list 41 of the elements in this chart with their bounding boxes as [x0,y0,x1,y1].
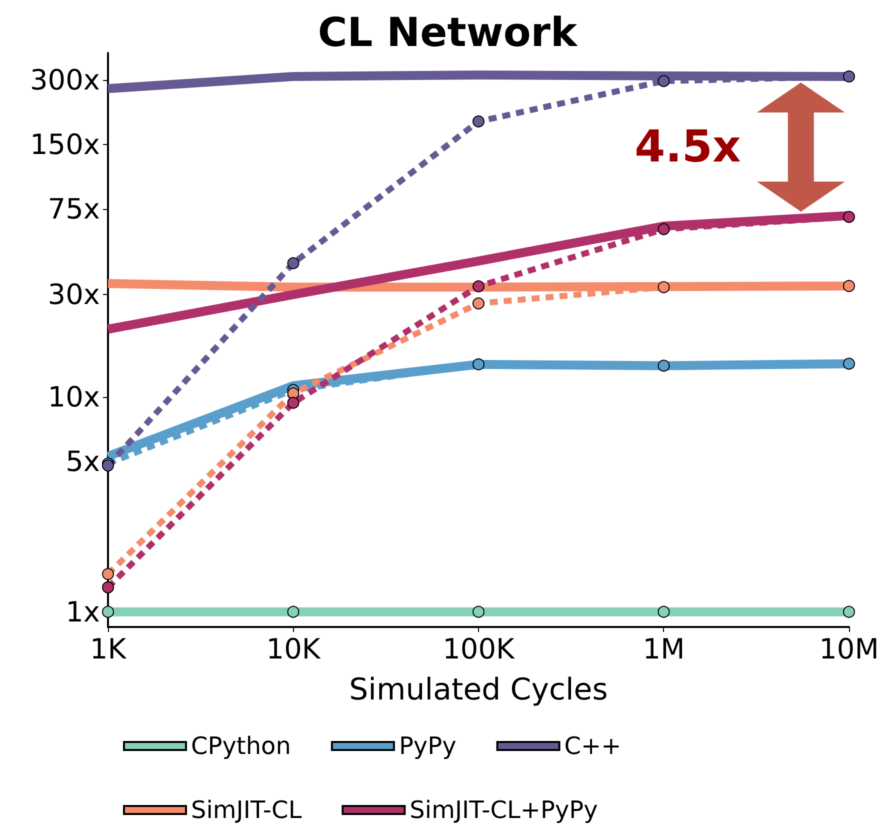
legend-label: SimJIT-CL [191,796,302,824]
point [658,360,670,372]
x-tick-label: 1K [90,632,127,666]
point [102,568,114,580]
point [658,281,670,294]
legend-label: CPython [191,732,291,760]
point [102,581,114,594]
y-tick-label: 300x [30,63,100,96]
point [843,210,855,223]
y-tick-label: 150x [30,128,100,161]
point [658,223,670,236]
legend-label: PyPy [398,732,456,760]
y-tick-label: 10x [48,380,100,414]
x-tick-label: 100K [442,632,516,666]
chart-title: CL Network [318,10,579,56]
point [843,606,855,618]
y-tick-label: 5x [66,445,100,478]
point [472,358,484,370]
y-tick-label: 75x [48,192,100,226]
point [287,396,300,409]
y-tick-label: 30x [48,278,100,312]
x-tick-label: 10M [819,632,879,666]
point [843,358,855,370]
point [102,606,114,618]
annotation: 4.5x [634,122,741,173]
point [843,280,855,292]
x-tick-label: 1M [642,632,685,666]
y-tick-label: 1x [66,595,100,628]
x-tick-label: 10K [266,632,321,666]
point [287,257,300,270]
point [843,70,855,82]
point [658,606,670,618]
point [472,297,484,310]
legend-label: SimJIT-CL+PyPy [410,796,598,824]
point [472,280,484,292]
legend-label: C++ [564,732,622,760]
point [287,606,300,618]
point [472,606,484,618]
point [658,75,670,88]
x-axis-title: Simulated Cycles [349,672,608,708]
point [472,115,484,128]
